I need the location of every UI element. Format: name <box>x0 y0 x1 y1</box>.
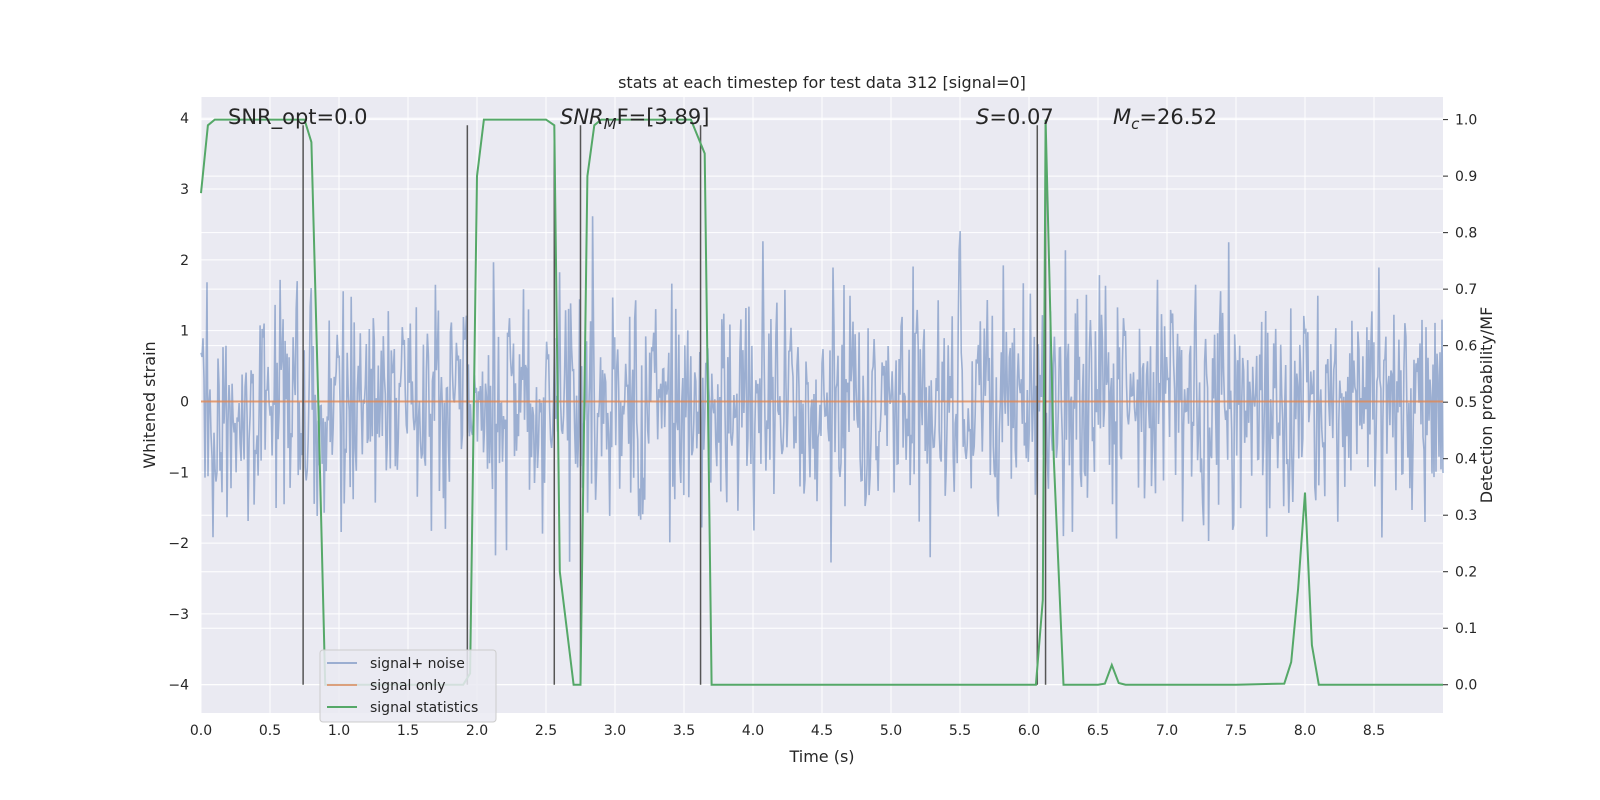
y-tick-label: 0 <box>180 394 189 410</box>
x-axis-label: Time (s) <box>788 747 854 766</box>
x-tick-label: 0.5 <box>259 723 281 739</box>
x-tick-label: 6.0 <box>1018 723 1040 739</box>
y2-tick-label: 0.7 <box>1455 282 1477 298</box>
x-tick-label: 8.5 <box>1363 723 1385 739</box>
x-tick-label: 2.5 <box>535 723 557 739</box>
y2-tick-label: 0.0 <box>1455 678 1477 694</box>
annotation-s-value: S=0.07 <box>976 105 1054 129</box>
signal-noise-line <box>200 216 1444 563</box>
x-tick-label: 4.5 <box>811 723 833 739</box>
tick-labels: 0.0 0.5 1.0 1.5 2.0 2.5 3.0 3.5 4.0 4.5 5.0 5.5 6.0 6… <box>168 111 1477 739</box>
x-tick-label: 7.5 <box>1225 723 1247 739</box>
chart-title: stats at each timestep for test data 312… <box>618 73 1026 92</box>
y2-axis-label: Detection probability/MF <box>1477 307 1496 504</box>
legend-box <box>319 649 497 723</box>
y-tick-label: 3 <box>180 182 189 198</box>
x-tick-label: 6.5 <box>1087 723 1109 739</box>
y-tick-label: 1 <box>180 324 189 340</box>
legend: signal+ noise signal only signal statist… <box>319 649 497 723</box>
y-tick-label: −1 <box>168 465 189 481</box>
y-tick-label: 2 <box>180 253 189 269</box>
y2-tick-label: 0.4 <box>1455 452 1477 468</box>
x-tick-label: 4.0 <box>742 723 764 739</box>
y2-tick-label: 0.9 <box>1455 169 1477 185</box>
y2-tick-label: 0.3 <box>1455 508 1477 524</box>
legend-label-noise: signal+ noise <box>370 656 465 672</box>
y-tick-label: −2 <box>168 536 189 552</box>
x-tick-label: 2.0 <box>466 723 488 739</box>
y2-tick-label: 1.0 <box>1455 113 1477 129</box>
y2-tick-label: 0.2 <box>1455 565 1477 581</box>
y2-tick-label: 0.8 <box>1455 226 1477 242</box>
x-tick-label: 5.5 <box>949 723 971 739</box>
annotation-mc-value: Mc=26.52 <box>1113 105 1217 133</box>
x-tick-label: 1.0 <box>328 723 350 739</box>
x-tick-label: 8.0 <box>1294 723 1316 739</box>
y-axis-label: Whitened strain <box>140 341 159 468</box>
x-tick-label: 7.0 <box>1156 723 1178 739</box>
y2-tick-label: 0.1 <box>1455 621 1477 637</box>
signal-statistics-line <box>200 118 1443 686</box>
y-tick-label: 4 <box>180 111 189 127</box>
y2-tick-label: 0.5 <box>1455 395 1477 411</box>
y-tick-label: −4 <box>168 678 189 694</box>
signal-noise-series <box>200 216 1444 563</box>
x-tick-label: 3.0 <box>604 723 626 739</box>
x-tick-label: 3.5 <box>673 723 695 739</box>
y-tick-label: −3 <box>168 607 189 623</box>
signal-statistics-series <box>200 118 1443 686</box>
legend-label-statistics: signal statistics <box>370 700 478 716</box>
x-tick-label: 0.0 <box>190 723 212 739</box>
x-tick-label: 1.5 <box>397 723 419 739</box>
legend-label-signal: signal only <box>370 678 445 694</box>
annotation-snr-opt: SNR_opt=0.0 <box>228 105 368 130</box>
x-tick-label: 5.0 <box>880 723 902 739</box>
annotation-snr-mf: SNRMF=[3.89] <box>560 105 709 133</box>
vertical-markers <box>302 125 1047 685</box>
y2-tick-label: 0.6 <box>1455 339 1477 355</box>
